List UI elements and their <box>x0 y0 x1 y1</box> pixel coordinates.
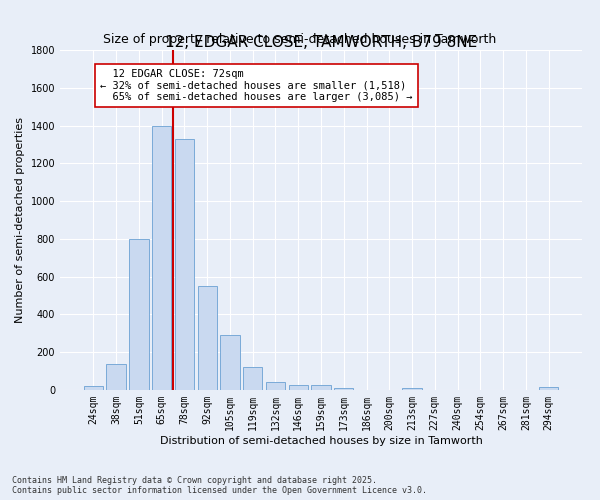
Bar <box>152 126 172 390</box>
Bar <box>129 239 149 390</box>
Text: Contains HM Land Registry data © Crown copyright and database right 2025.
Contai: Contains HM Land Registry data © Crown c… <box>12 476 427 495</box>
Bar <box>539 387 558 390</box>
Bar <box>311 386 331 390</box>
Bar <box>243 368 262 390</box>
Y-axis label: Number of semi-detached properties: Number of semi-detached properties <box>15 117 25 323</box>
Bar <box>220 335 239 390</box>
Bar <box>403 388 422 390</box>
Bar <box>289 386 308 390</box>
Bar <box>175 139 194 390</box>
Bar <box>84 386 103 390</box>
Text: 12 EDGAR CLOSE: 72sqm
← 32% of semi-detached houses are smaller (1,518)
  65% of: 12 EDGAR CLOSE: 72sqm ← 32% of semi-deta… <box>100 69 413 102</box>
Bar <box>334 388 353 390</box>
Bar <box>106 364 126 390</box>
Title: 12, EDGAR CLOSE, TAMWORTH, B79 8NE: 12, EDGAR CLOSE, TAMWORTH, B79 8NE <box>165 35 477 50</box>
Text: Size of property relative to semi-detached houses in Tamworth: Size of property relative to semi-detach… <box>103 32 497 46</box>
Bar <box>197 286 217 390</box>
Bar <box>266 382 285 390</box>
X-axis label: Distribution of semi-detached houses by size in Tamworth: Distribution of semi-detached houses by … <box>160 436 482 446</box>
